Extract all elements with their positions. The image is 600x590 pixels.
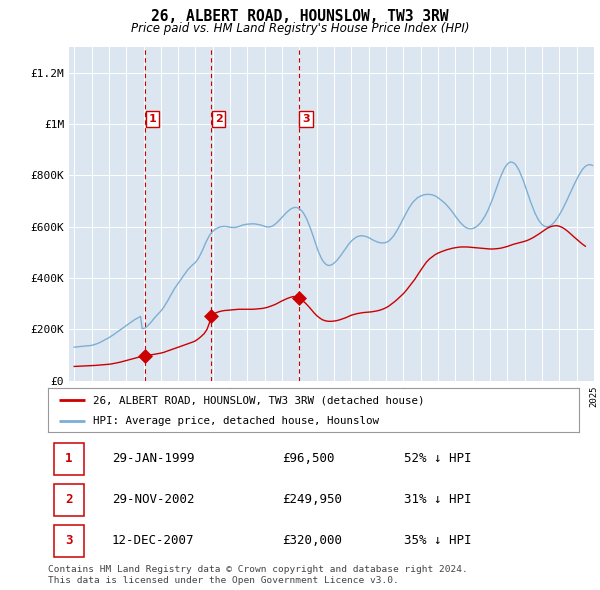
Text: £96,500: £96,500 bbox=[281, 453, 334, 466]
Text: Contains HM Land Registry data © Crown copyright and database right 2024.
This d: Contains HM Land Registry data © Crown c… bbox=[48, 565, 468, 585]
Text: Price paid vs. HM Land Registry's House Price Index (HPI): Price paid vs. HM Land Registry's House … bbox=[131, 22, 469, 35]
Text: £320,000: £320,000 bbox=[281, 534, 341, 547]
Text: 52% ↓ HPI: 52% ↓ HPI bbox=[404, 453, 471, 466]
Text: 1: 1 bbox=[65, 453, 73, 466]
Text: 12-DEC-2007: 12-DEC-2007 bbox=[112, 534, 194, 547]
FancyBboxPatch shape bbox=[55, 484, 83, 516]
Text: 3: 3 bbox=[65, 534, 73, 547]
Text: 26, ALBERT ROAD, HOUNSLOW, TW3 3RW (detached house): 26, ALBERT ROAD, HOUNSLOW, TW3 3RW (deta… bbox=[93, 395, 425, 405]
Text: HPI: Average price, detached house, Hounslow: HPI: Average price, detached house, Houn… bbox=[93, 416, 379, 426]
FancyBboxPatch shape bbox=[55, 442, 83, 475]
Text: 35% ↓ HPI: 35% ↓ HPI bbox=[404, 534, 471, 547]
Text: 2: 2 bbox=[215, 114, 223, 124]
Text: 2: 2 bbox=[65, 493, 73, 506]
Text: 1: 1 bbox=[148, 114, 156, 124]
Text: 31% ↓ HPI: 31% ↓ HPI bbox=[404, 493, 471, 506]
FancyBboxPatch shape bbox=[55, 525, 83, 557]
Text: 3: 3 bbox=[302, 114, 310, 124]
Text: 29-JAN-1999: 29-JAN-1999 bbox=[112, 453, 194, 466]
Text: 26, ALBERT ROAD, HOUNSLOW, TW3 3RW: 26, ALBERT ROAD, HOUNSLOW, TW3 3RW bbox=[151, 9, 449, 24]
Text: £249,950: £249,950 bbox=[281, 493, 341, 506]
Text: 29-NOV-2002: 29-NOV-2002 bbox=[112, 493, 194, 506]
